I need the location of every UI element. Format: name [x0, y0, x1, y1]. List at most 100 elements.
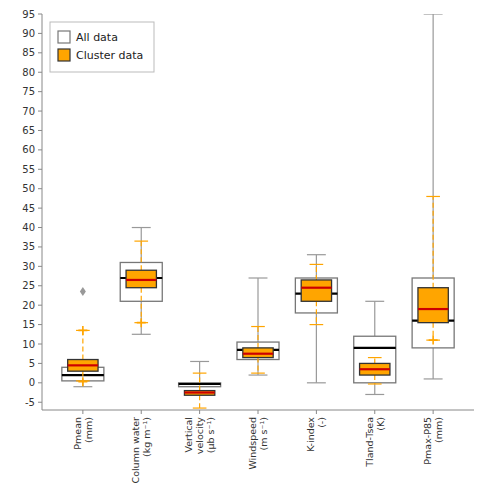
y-tick: [38, 52, 42, 53]
x-tick-label-line: Column water: [130, 417, 141, 484]
legend-label: All data: [76, 31, 118, 44]
y-tick-label: 95: [22, 9, 35, 20]
whisker: [374, 358, 375, 364]
whisker: [257, 278, 258, 342]
x-tick: [433, 410, 434, 414]
outlier: [137, 318, 146, 327]
y-tick: [38, 344, 42, 345]
whisker: [374, 375, 375, 384]
x-tick: [316, 410, 317, 414]
y-tick: [38, 72, 42, 73]
box: [184, 391, 214, 396]
y-tick-label: 10: [22, 339, 35, 350]
y-tick-label: 0: [29, 377, 35, 388]
whisker-cap: [251, 373, 265, 374]
whisker-cap: [310, 264, 324, 265]
y-tick-label: 35: [22, 241, 35, 252]
y-tick-label: 65: [22, 125, 35, 136]
whisker-cap: [368, 383, 382, 384]
box: [126, 270, 156, 287]
whisker-cap: [307, 254, 326, 255]
whisker-cap: [426, 196, 440, 197]
whisker: [199, 373, 200, 390]
y-tick-label: -5: [25, 397, 35, 408]
legend-swatch: [58, 49, 70, 61]
x-tick-label-line: velocity: [194, 417, 205, 455]
y-tick-label: 55: [22, 164, 35, 175]
whisker: [199, 395, 200, 408]
whisker-cap: [249, 374, 268, 375]
x-tick: [82, 410, 83, 414]
whisker-cap: [190, 361, 209, 362]
box: [412, 278, 454, 348]
whisker: [316, 255, 317, 278]
whisker-cap: [424, 14, 443, 15]
whisker: [433, 196, 434, 287]
y-tick-label: 5: [29, 358, 35, 369]
outlier: [429, 336, 438, 345]
outlier: [78, 326, 87, 335]
y-tick-label: 50: [22, 183, 35, 194]
y-tick-label: 25: [22, 280, 35, 291]
box: [295, 278, 337, 313]
median: [301, 287, 331, 289]
y-tick: [38, 305, 42, 306]
y-tick-label: 90: [22, 28, 35, 39]
whisker-cap: [424, 378, 443, 379]
x-tick-label-line: (m s⁻¹): [258, 417, 269, 450]
x-tick: [258, 410, 259, 414]
y-tick-label: 70: [22, 106, 35, 117]
whisker-cap: [365, 301, 384, 302]
legend-swatch: [58, 31, 70, 43]
legend-label: Cluster data: [76, 49, 143, 62]
whisker-cap: [307, 382, 326, 383]
y-tick-label: 15: [22, 319, 35, 330]
x-tick-label-line: Pmean: [72, 417, 83, 450]
y-tick: [38, 363, 42, 364]
y-axis-line: [42, 14, 43, 410]
y-tick: [38, 285, 42, 286]
whisker: [257, 327, 258, 348]
x-tick-label-line: Windspeed: [247, 417, 258, 470]
x-tick-label-line: (-): [316, 417, 327, 428]
box-series: [68, 196, 449, 408]
y-tick: [38, 227, 42, 228]
y-tick-label: 45: [22, 203, 35, 214]
median: [243, 353, 273, 355]
whisker-cap: [193, 373, 207, 374]
median: [418, 308, 448, 310]
x-tick: [199, 410, 200, 414]
x-tick-label-line: Pmax-P85: [422, 417, 433, 465]
y-tick: [38, 324, 42, 325]
whisker: [316, 301, 317, 324]
whisker-cap: [132, 227, 151, 228]
legend: All data Cluster data: [50, 22, 154, 72]
y-tick-label: 30: [22, 261, 35, 272]
box: [418, 288, 448, 323]
x-tick-label-line: (K): [375, 417, 386, 431]
x-tick-label: Column water(kg m⁻¹): [130, 417, 152, 484]
x-tick-label: Pmax-P85(mm): [422, 417, 444, 465]
x-tick-label: Windspeed(m s⁻¹): [247, 417, 269, 470]
x-tick-label-line: Tland-Tsea: [364, 417, 375, 468]
median: [179, 383, 221, 385]
whisker-cap: [251, 326, 265, 327]
box: [301, 280, 331, 301]
median: [354, 347, 396, 349]
x-tick-label-line: K-index: [305, 417, 316, 452]
y-tick-label: 20: [22, 300, 35, 311]
x-tick-label: Pmean(mm): [72, 417, 94, 450]
whisker: [141, 288, 142, 323]
box: [68, 360, 98, 372]
x-tick: [141, 410, 142, 414]
y-tick-label: 75: [22, 86, 35, 97]
x-tick-label-line: Vertical: [183, 417, 194, 453]
x-tick: [374, 410, 375, 414]
y-tick: [38, 33, 42, 34]
y-tick: [38, 130, 42, 131]
y-tick: [38, 91, 42, 92]
median: [68, 364, 98, 366]
y-tick: [38, 382, 42, 383]
chart: -505101520253035404550556065707580859095…: [0, 0, 486, 498]
whisker: [316, 313, 317, 383]
